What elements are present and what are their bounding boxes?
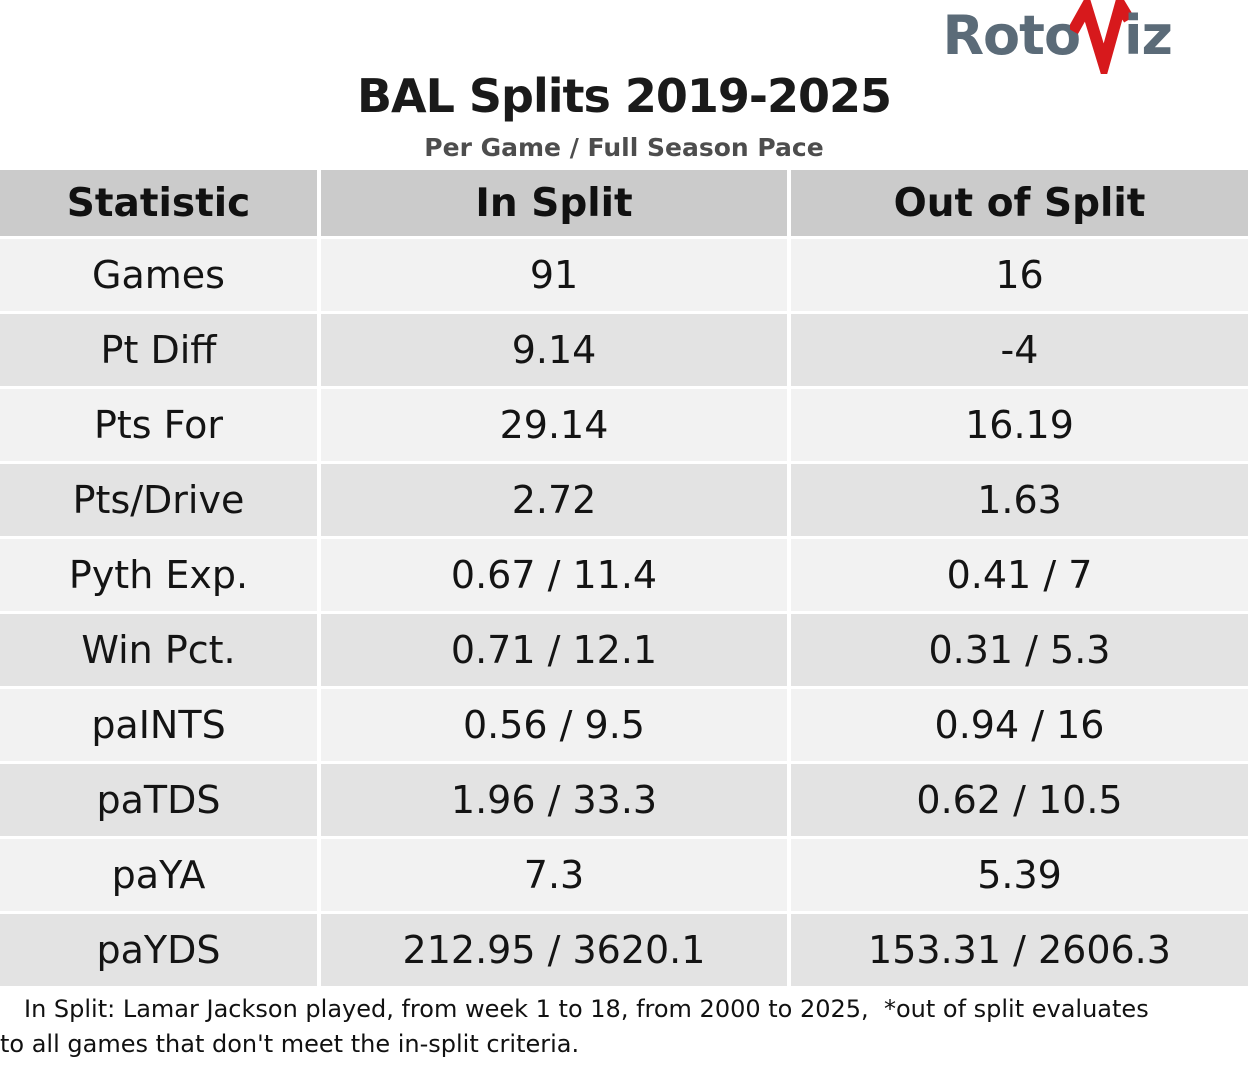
split-criteria-note-line1: In Split: Lamar Jackson played, from wee… xyxy=(24,995,1149,1023)
splits-table: Statistic In Split Out of Split Games 91… xyxy=(0,170,1248,986)
rotoviz-logo-text-left: Roto xyxy=(942,4,1081,67)
chart-title: BAL Splits 2019-2025 xyxy=(356,69,892,123)
stat-value-in: 29.14 xyxy=(321,389,787,461)
stat-label: Pts/Drive xyxy=(0,464,317,536)
stat-value-out: 5.39 xyxy=(791,839,1248,911)
stat-value-in: 0.71 / 12.1 xyxy=(321,614,787,686)
stat-label: Games xyxy=(0,239,317,311)
stat-value-in: 0.56 / 9.5 xyxy=(321,689,787,761)
column-header-out-of-split: Out of Split xyxy=(791,170,1248,236)
stat-value-out: 153.31 / 2606.3 xyxy=(791,914,1248,986)
stat-value-out: 0.41 / 7 xyxy=(791,539,1248,611)
stat-value-in: 2.72 xyxy=(321,464,787,536)
rotoviz-pulse-icon xyxy=(1070,0,1133,74)
stat-label: Pts For xyxy=(0,389,317,461)
stat-label: paINTS xyxy=(0,689,317,761)
stat-label: paYA xyxy=(0,839,317,911)
stat-value-out: 0.94 / 16 xyxy=(791,689,1248,761)
stat-value-out: 16 xyxy=(791,239,1248,311)
stat-value-out: 0.62 / 10.5 xyxy=(791,764,1248,836)
stat-value-in: 212.95 / 3620.1 xyxy=(321,914,787,986)
chart-subtitle: Per Game / Full Season Pace xyxy=(424,133,824,163)
split-criteria-note-line2: to all games that don't meet the in-spli… xyxy=(0,1030,580,1058)
stat-label: Pyth Exp. xyxy=(0,539,317,611)
rotoviz-logo-text-right: iz xyxy=(1124,4,1173,67)
stat-label: Win Pct. xyxy=(0,614,317,686)
stat-value-out: 16.19 xyxy=(791,389,1248,461)
stat-value-out: 1.63 xyxy=(791,464,1248,536)
stat-label: paYDS xyxy=(0,914,317,986)
rotoviz-logo: Roto iz xyxy=(942,0,1173,74)
stat-value-in: 1.96 / 33.3 xyxy=(321,764,787,836)
stat-value-in: 91 xyxy=(321,239,787,311)
stat-value-out: -4 xyxy=(791,314,1248,386)
column-header-statistic: Statistic xyxy=(0,170,317,236)
stat-value-in: 0.67 / 11.4 xyxy=(321,539,787,611)
stat-value-in: 9.14 xyxy=(321,314,787,386)
stat-label: Pt Diff xyxy=(0,314,317,386)
stat-value-in: 7.3 xyxy=(321,839,787,911)
stat-value-out: 0.31 / 5.3 xyxy=(791,614,1248,686)
split-criteria-note: In Split: Lamar Jackson played, from wee… xyxy=(0,992,1248,1062)
table-header-area: Roto iz BAL Splits 2019-2025 Per Game / … xyxy=(0,0,1248,170)
column-header-in-split: In Split xyxy=(321,170,787,236)
stat-label: paTDS xyxy=(0,764,317,836)
